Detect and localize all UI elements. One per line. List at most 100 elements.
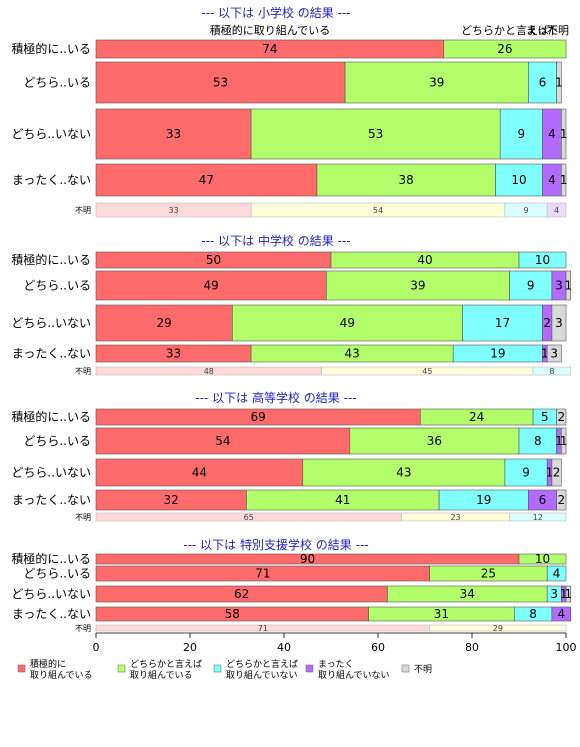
bar-segment [95,458,304,487]
bar-segment [95,163,318,197]
data-label: 6 [539,493,547,507]
legend-label: 積極的に [30,658,66,670]
bar-segment [551,304,567,342]
bar-segment [518,251,567,269]
category-label: どちら..いない [11,587,91,601]
category-label: 不明 [75,206,91,215]
data-label: 1 [560,173,568,187]
bar-segment [556,408,567,426]
x-tick-label: 80 [465,641,479,654]
data-label: 8 [549,367,554,376]
data-label: 47 [199,173,214,187]
data-label: 1 [560,434,568,448]
data-label: 50 [206,253,221,267]
x-tick-label: 100 [556,641,577,654]
category-label: どちら..いる [23,434,91,448]
legend-swatch [305,664,314,673]
category-label: 不明 [75,624,91,633]
data-label: 1 [546,466,554,480]
bar-segment [429,624,567,632]
data-label: 19 [490,347,505,361]
bar-segment [546,565,567,582]
data-label: 39 [429,76,444,90]
bar-segment [556,61,562,104]
header-label: どちらかと言えば [461,24,549,37]
bar-segment [551,606,572,622]
panel-title: --- 以下は 中学校 の結果 --- [201,233,350,248]
bar-segment [518,553,567,565]
data-label: 8 [534,434,542,448]
data-label: 43 [396,466,411,480]
data-label: 90 [300,552,315,566]
bar-segment [462,304,543,342]
data-label: 40 [417,253,432,267]
data-label: 33 [168,206,178,215]
bar-segment [565,270,571,301]
bar-segment [443,39,567,59]
data-label: 1 [565,279,573,293]
data-label: 41 [335,493,350,507]
data-label: 44 [192,466,207,480]
category-label: まったく..ない [12,173,91,187]
bar-segment [232,304,463,342]
bar-segment [302,458,506,487]
bar-segment [518,427,557,455]
legend-label: 取り組んでいない [318,669,390,681]
bar-segment [551,458,562,487]
bar-segment [560,108,567,160]
data-label: 34 [460,587,475,601]
data-label: 45 [422,367,432,376]
bar-segment [495,163,543,197]
panel-title: --- 以下は 特別支援学校 の結果 --- [183,537,368,552]
data-label: 9 [522,466,530,480]
legend-label: 取り組んでいない [226,669,298,681]
category-label: どちら..いる [23,279,91,293]
bar-segment [344,61,529,104]
category-label: どちら..いない [11,127,91,141]
data-label: 36 [427,434,442,448]
data-label: 49 [340,316,355,330]
bar-segment [250,108,501,160]
data-label: 54 [373,206,383,215]
category-label: どちら..いる [23,76,91,90]
data-label: 33 [166,127,181,141]
bar-segment [556,489,567,511]
bar-segment [546,344,562,363]
x-tick-label: 60 [371,641,385,654]
data-label: 3 [555,316,563,330]
data-label: 1 [565,587,573,601]
data-label: 4 [548,173,556,187]
data-label: 10 [511,173,526,187]
data-label: 33 [166,347,181,361]
data-label: 53 [368,127,383,141]
data-label: 5 [541,410,549,424]
data-label: 3 [555,279,563,293]
legend-label: どちらかと言えば [226,658,298,670]
data-label: 6 [539,76,547,90]
data-label: 31 [434,607,449,621]
data-label: 2 [543,316,551,330]
category-label: どちら..いない [11,316,91,330]
data-label: 49 [204,279,219,293]
data-label: 25 [481,567,496,581]
bar-segment [499,108,543,160]
bar-segment [95,61,346,104]
data-label: 4 [554,206,559,215]
data-label: 1 [541,347,549,361]
data-label: 19 [476,493,491,507]
x-tick-label: 0 [93,641,100,654]
data-label: 38 [399,173,414,187]
data-label: 1 [555,76,563,90]
category-label: 積極的に..いる [11,41,91,56]
header-label: 積極的に取り組んでいる [210,23,330,37]
data-label: 26 [497,42,512,56]
x-tick-label: 40 [277,641,291,654]
bar-segment [349,427,520,455]
data-label: 12 [533,513,543,522]
data-label: 74 [262,42,277,56]
legend-swatch [401,664,410,673]
category-label: 積極的に..いる [11,551,91,566]
legend-swatch [17,664,26,673]
data-label: 4 [557,607,565,621]
data-label: 2 [557,493,565,507]
